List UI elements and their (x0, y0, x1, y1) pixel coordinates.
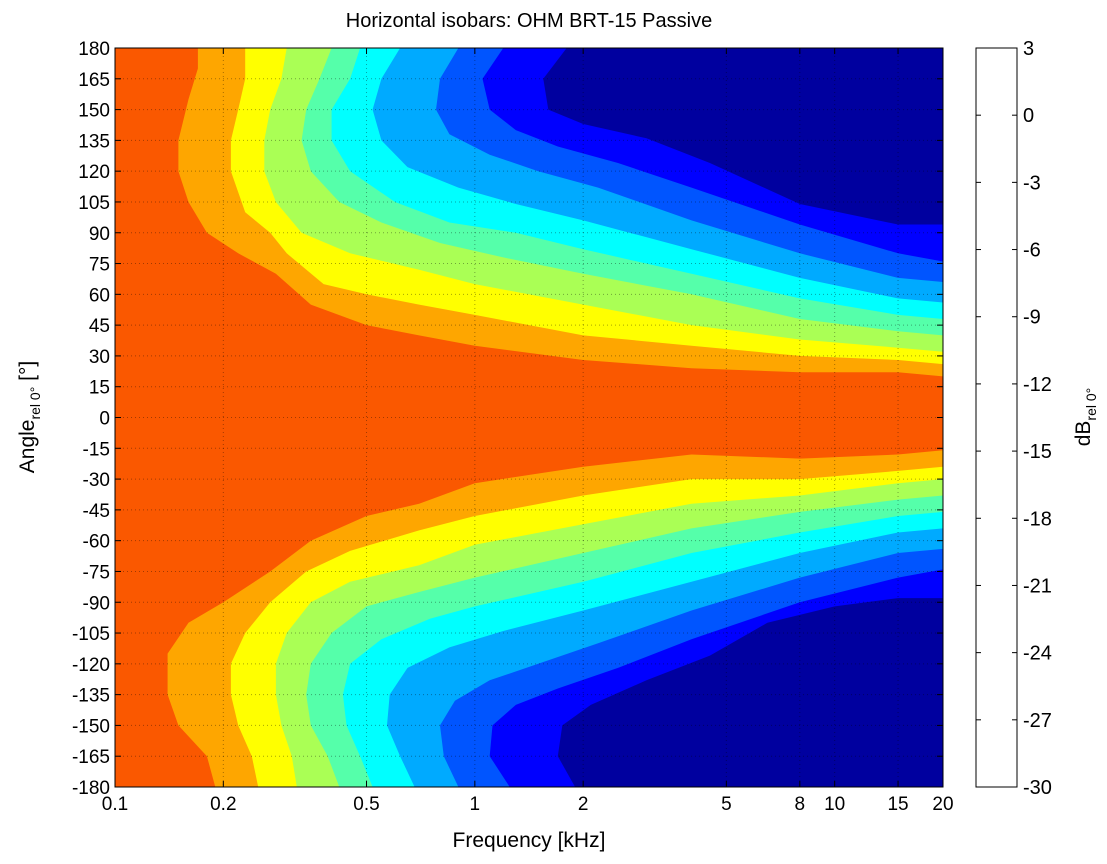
y-tick-label: -150 (72, 716, 110, 737)
x-tick-label: 15 (887, 794, 908, 815)
colorbar-tick-label: -21 (1023, 575, 1052, 597)
y-tick-label: -45 (83, 501, 110, 522)
y-tick-label: 0 (99, 409, 110, 430)
y-tick-label: 30 (89, 347, 110, 368)
x-tick-label: 1 (470, 794, 481, 815)
y-axis-title-subscript: rel 0° (27, 387, 43, 420)
x-tick-label: 2 (578, 794, 589, 815)
y-tick-label: -75 (83, 562, 110, 583)
y-axis-title-main: Angle (16, 420, 39, 474)
y-tick-label: 165 (78, 70, 110, 91)
y-tick-label: 150 (78, 101, 110, 122)
contour-band-lower-m27 (557, 598, 943, 787)
y-tick-label: -105 (72, 624, 110, 645)
y-tick-label: -15 (83, 439, 110, 460)
y-axis-title: Anglerel 0° [°] (16, 361, 43, 473)
colorbar-frame (975, 47, 1018, 788)
y-tick-label: -165 (72, 747, 110, 768)
x-tick-label: 0.2 (210, 794, 236, 815)
colorbar-tick-label: -30 (1023, 777, 1052, 799)
y-tick-label: -30 (83, 470, 110, 491)
y-tick-label: 180 (78, 39, 110, 60)
y-tick-label: 105 (78, 193, 110, 214)
colorbar-title: dBrel 0° (1072, 388, 1099, 447)
x-tick-label: 8 (795, 794, 806, 815)
x-tick-label: 10 (824, 794, 845, 815)
colorbar: 3 0 -3 -6 -9 -12 -15 -18 -21 -24 -27 -30 (975, 38, 1052, 799)
colorbar-tick-label: -24 (1023, 643, 1052, 665)
colorbar-tick-label: -18 (1023, 508, 1052, 530)
y-tick-label: 90 (89, 224, 110, 245)
x-tick-label: 20 (932, 794, 953, 815)
y-tick-label: -60 (83, 532, 110, 553)
y-tick-label: 15 (89, 378, 110, 399)
plot-area (114, 47, 944, 788)
y-axis-title-unit: [°] (16, 361, 39, 387)
colorbar-tick-label: 3 (1023, 38, 1034, 60)
y-tick-label: 135 (78, 131, 110, 152)
colorbar-tick-label: -15 (1023, 441, 1052, 463)
y-tick-label: 60 (89, 285, 110, 306)
y-tick-label: 75 (89, 255, 110, 276)
colorbar-tick-label: 0 (1023, 105, 1034, 127)
x-tick-label: 5 (721, 794, 732, 815)
colorbar-title-main: dB (1072, 421, 1095, 447)
x-tick-label: 0.5 (353, 794, 379, 815)
y-tick-label: -135 (72, 686, 110, 707)
y-tick-label: 45 (89, 316, 110, 337)
contour-band-upper-m27 (543, 48, 943, 225)
contour-layers (115, 48, 943, 787)
colorbar-tick-label: -27 (1023, 710, 1052, 732)
x-axis: 0.1 0.2 0.5 1 2 5 8 10 15 20 (102, 48, 954, 815)
y-tick-label: -180 (72, 778, 110, 799)
colorbar-tick-label: -6 (1023, 240, 1041, 262)
y-tick-label: 120 (78, 162, 110, 183)
y-axis: 1801651501351201059075604530150-15-30-45… (72, 39, 943, 799)
chart-title: Horizontal isobars: OHM BRT-15 Passive (346, 10, 712, 32)
x-tick-label: 0.1 (102, 794, 128, 815)
colorbar-title-subscript: rel 0° (1083, 388, 1099, 421)
colorbar-tick-label: -3 (1023, 172, 1041, 194)
colorbar-tick-label: -12 (1023, 374, 1052, 396)
y-tick-label: -90 (83, 593, 110, 614)
colorbar-tick-label: -9 (1023, 307, 1041, 329)
x-axis-title: Frequency [kHz] (453, 829, 606, 852)
y-tick-label: -120 (72, 655, 110, 676)
